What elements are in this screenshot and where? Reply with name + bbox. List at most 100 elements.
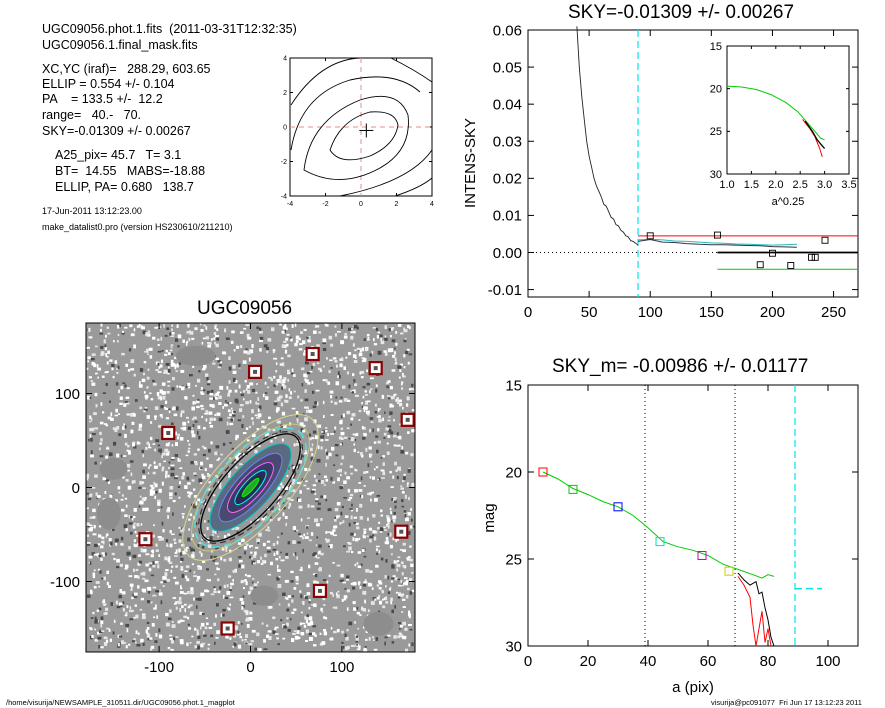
noise-speck [334,426,337,430]
noise-speck [328,452,332,457]
noise-speck [121,332,125,335]
noise-speck [105,607,109,611]
noise-speck [281,386,283,390]
noise-speck [307,433,312,437]
noise-speck [195,462,198,466]
noise-speck [266,350,269,354]
noise-speck [123,423,126,427]
noise-speck [86,367,89,371]
noise-speck [277,518,280,521]
noise-speck [146,386,149,389]
noise-speck [90,418,93,421]
noise-speck [147,353,149,356]
noise-speck [200,622,205,627]
noise-speck [401,499,404,503]
noise-speck [158,538,161,541]
noise-speck [336,516,339,519]
x-tick-label: 3.5 [841,179,856,191]
noise-speck [393,434,397,438]
noise-speck [313,580,317,584]
noise-speck [90,617,94,619]
noise-speck [160,581,164,584]
noise-speck [146,441,150,445]
noise-speck [214,641,216,645]
noise-speck [143,391,146,394]
noise-speck [210,593,215,596]
noise-speck [239,598,244,601]
noise-speck [276,397,281,402]
header-line-10: ELLIP, PA= 0.680 138.7 [55,180,194,194]
noise-speck [322,400,325,405]
noise-speck [203,447,207,450]
noise-speck [244,380,247,383]
noise-speck [118,433,122,437]
noise-speck [148,562,153,565]
noise-speck [92,611,95,615]
noise-speck [186,578,190,582]
noise-speck [163,460,166,463]
noise-speck [106,326,109,329]
noise-speck [293,489,296,493]
noise-speck [253,583,258,587]
noise-speck [370,377,374,380]
noise-speck [124,401,128,403]
noise-speck [182,550,186,555]
y-tick-label: 25 [710,126,722,138]
noise-speck [194,474,197,477]
noise-speck [87,542,91,544]
noise-speck [187,537,191,542]
noise-speck [131,421,135,425]
noise-speck [293,443,296,447]
header-line-3: XC,YC (iraf)= 288.29, 603.65 [42,62,211,76]
noise-speck [363,433,367,437]
noise-speck [377,331,381,334]
noise-speck [205,418,208,422]
noise-speck [194,460,198,464]
noise-speck [357,565,362,568]
noise-speck [359,516,364,520]
noise-speck [266,546,271,550]
noise-speck [206,457,209,460]
sky-square-marker [756,261,764,269]
noise-speck [297,636,301,640]
noise-speck [196,579,200,582]
noise-speck [142,549,147,553]
noise-speck [244,551,246,555]
noise-speck [95,345,98,348]
contour-line [329,111,399,161]
noise-speck [282,325,287,330]
noise-speck [237,632,241,636]
x-tick-label: 100 [815,653,840,670]
noise-speck [403,510,407,513]
noise-speck [337,331,341,333]
noise-speck [287,369,290,374]
noise-speck [366,400,371,403]
noise-speck [124,425,127,429]
noise-speck [103,339,106,344]
noise-speck [327,381,331,385]
noise-speck [147,472,150,475]
noise-speck [120,385,124,390]
noise-speck [225,548,228,552]
noise-speck [172,512,174,516]
noise-speck [276,564,279,569]
noise-speck [170,569,173,573]
noise-speck [89,428,92,432]
noise-speck [169,634,173,637]
noise-speck [349,497,353,499]
noise-speck [296,529,299,532]
noise-speck [228,557,233,562]
noise-speck [140,523,143,526]
noise-speck [356,326,359,330]
mask-box-core [166,430,171,435]
noise-speck [397,596,401,599]
noise-speck [285,552,289,557]
noise-speck [227,402,232,404]
noise-speck [219,485,222,489]
noise-speck [158,366,161,369]
noise-speck [100,620,104,625]
sky-y-axis-label: INTENS-SKY [462,118,479,208]
noise-speck [200,407,205,410]
noise-speck [411,642,414,647]
noise-speck [277,501,280,505]
